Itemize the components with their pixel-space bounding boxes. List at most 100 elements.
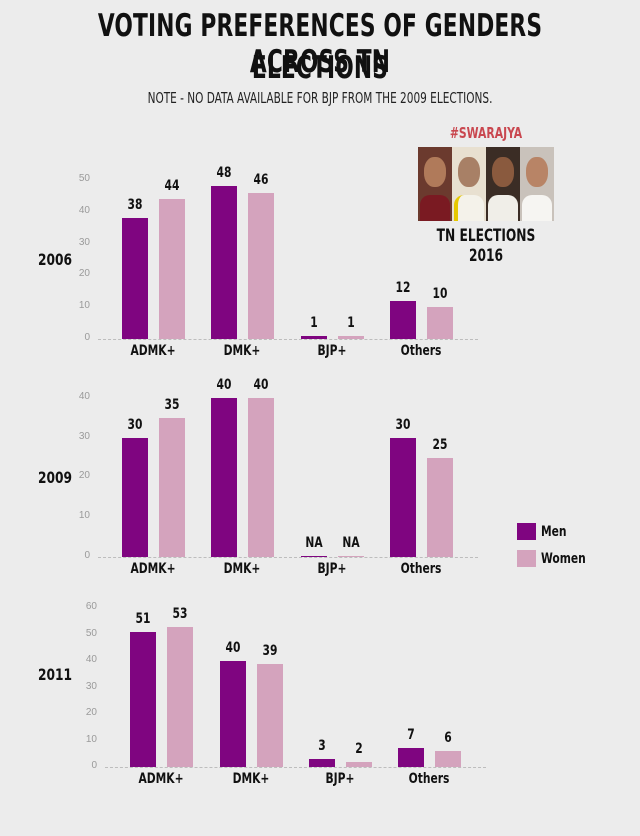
brand-label: #SWARAJYA	[449, 124, 523, 142]
bar-women-admkplus	[159, 417, 185, 557]
chart-year-label: 2009	[38, 468, 73, 487]
badge-caption: TN ELECTIONS 2016	[436, 226, 536, 266]
category-label: DMK+	[223, 343, 261, 359]
legend-item-women: Women	[517, 545, 594, 572]
bar-women-admkplus	[159, 199, 185, 339]
bar-women-dmkplus	[248, 192, 274, 339]
bar-value-label: 51	[135, 610, 151, 627]
bar-value-label: 40	[216, 376, 232, 393]
bar-value-label: NA	[305, 535, 323, 551]
category-label: ADMK+	[130, 343, 176, 359]
y-tick-label: 40	[78, 204, 90, 216]
bar-value-label: 2	[355, 740, 363, 757]
y-tick-label: 0	[84, 332, 90, 343]
bar-women-bjpplus	[346, 761, 372, 767]
candidate-photo-4	[520, 147, 554, 221]
category-label: BJP+	[325, 771, 355, 787]
category-label: BJP+	[317, 561, 347, 577]
baseline	[98, 557, 478, 558]
bar-value-label: 1	[310, 314, 318, 331]
y-tick-label: 40	[85, 654, 97, 665]
category-label: Others	[408, 771, 450, 787]
y-tick-label: 50	[78, 173, 90, 184]
bar-value-label: 25	[432, 436, 448, 453]
candidate-photo-2	[452, 147, 486, 221]
bar-value-label: 48	[216, 165, 232, 182]
legend-item-men: Men	[517, 518, 594, 545]
bar-value-label: 35	[164, 396, 180, 413]
category-label: Others	[400, 561, 442, 577]
bar-men-bjpplus	[309, 759, 335, 767]
bar-value-label: 1	[347, 314, 355, 331]
y-tick-label: 0	[91, 760, 97, 771]
bar-men-others	[390, 300, 416, 339]
bar-women-dmkplus	[248, 397, 274, 557]
bar-men-bjpplus	[301, 335, 327, 339]
bar-value-label: NA	[342, 535, 360, 551]
bar-men-dmkplus	[211, 186, 237, 339]
category-label: BJP+	[317, 343, 347, 359]
y-tick-label: 0	[84, 550, 90, 561]
y-tick-label: 10	[78, 510, 90, 522]
y-tick-label: 30	[85, 680, 97, 692]
bar-value-label: 38	[127, 197, 143, 214]
bar-men-admkplus	[122, 218, 148, 339]
y-tick-label: 20	[85, 707, 97, 718]
bar-men-others	[390, 437, 416, 557]
bar-value-label: 10	[432, 286, 448, 303]
legend-swatch-men	[517, 523, 536, 540]
chart-note: NOTE - NO DATA AVAILABLE FOR BJP FROM TH…	[147, 89, 493, 107]
y-tick-label: 30	[78, 236, 90, 248]
y-tick-label: 20	[78, 470, 90, 482]
bar-value-label: 53	[172, 605, 188, 622]
category-label: Others	[400, 343, 442, 359]
y-tick-label: 30	[78, 430, 90, 442]
legend-swatch-women	[517, 550, 536, 567]
candidate-photos	[418, 147, 554, 221]
y-tick-label: 10	[85, 733, 97, 745]
bar-men-dmkplus	[211, 397, 237, 557]
bar-women-dmkplus	[257, 663, 283, 767]
bar-value-label: 7	[407, 727, 415, 744]
baseline	[98, 339, 478, 340]
bar-women-others	[427, 307, 453, 339]
chart-year-label: 2011	[38, 665, 73, 684]
legend-label-women: Women	[541, 550, 586, 567]
category-label: ADMK+	[138, 771, 184, 787]
baseline	[105, 767, 486, 768]
bar-value-label: 44	[164, 178, 180, 195]
chart-year-label: 2006	[38, 250, 73, 269]
bar-men-dmkplus	[220, 661, 246, 767]
bar-value-label: 40	[253, 376, 269, 393]
chart-title-line2: ELECTIONS	[251, 50, 389, 86]
bar-women-admkplus	[167, 626, 193, 767]
bar-women-bjpplus	[338, 335, 364, 339]
bar-value-label: 12	[395, 279, 411, 296]
category-label: ADMK+	[130, 561, 176, 577]
y-tick-label: 40	[78, 390, 90, 402]
legend: Men Women	[517, 518, 594, 572]
y-tick-label: 50	[85, 627, 97, 639]
bar-value-label: 46	[253, 171, 269, 188]
bar-men-admkplus	[130, 631, 156, 767]
y-tick-label: 10	[78, 300, 90, 312]
bar-value-label: 6	[444, 730, 452, 747]
bar-women-others	[427, 457, 453, 557]
chart-title-line1: VOTING PREFERENCES OF GENDERS ACROSS TN	[97, 8, 543, 80]
bar-men-bjpplus	[301, 556, 327, 557]
category-label: DMK+	[232, 771, 270, 787]
bar-men-others	[398, 748, 424, 767]
candidate-photo-1	[418, 147, 452, 221]
bar-women-others	[435, 751, 461, 767]
candidate-photo-3	[486, 147, 520, 221]
bar-value-label: 39	[262, 642, 278, 659]
bar-value-label: 30	[127, 416, 143, 433]
y-tick-label: 20	[78, 268, 90, 280]
y-tick-label: 60	[85, 601, 97, 612]
bar-value-label: 30	[395, 416, 411, 433]
bar-value-label: 40	[225, 640, 241, 656]
bar-women-bjpplus	[338, 556, 364, 557]
bar-value-label: 3	[318, 738, 326, 755]
category-label: DMK+	[223, 561, 261, 577]
bar-men-admkplus	[122, 437, 148, 557]
